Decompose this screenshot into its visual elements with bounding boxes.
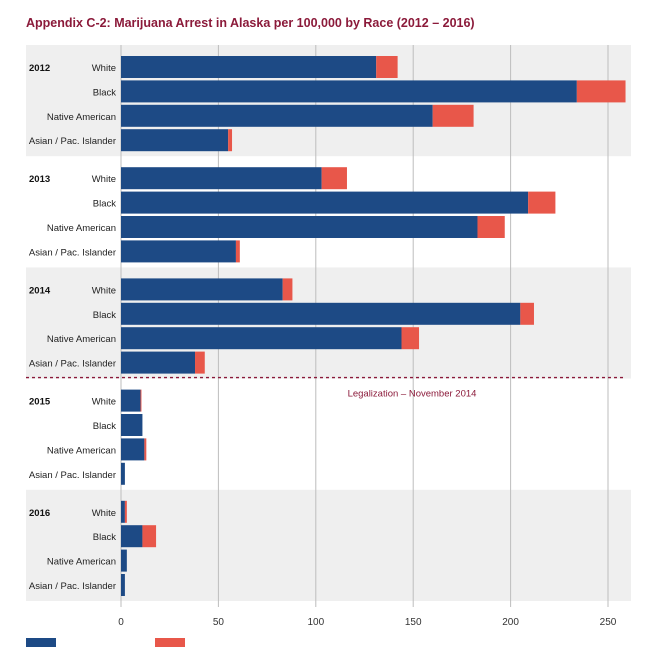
category-label: Native American (47, 223, 116, 234)
year-label-2016: 2016 (29, 508, 50, 519)
category-label: Asian / Pac. Islander (29, 581, 116, 592)
bar-other (282, 278, 293, 301)
bar-possession (121, 351, 196, 374)
legend-swatch-possession (26, 638, 56, 647)
bar-possession (121, 129, 229, 152)
category-label: Asian / Pac. Islander (29, 247, 116, 258)
category-label: White (92, 174, 116, 185)
category-label: Black (93, 532, 116, 543)
year-label-2012: 2012 (29, 63, 50, 74)
bar-possession (121, 525, 143, 548)
bar-other (144, 438, 147, 461)
category-label: Native American (47, 334, 116, 345)
year-label-2014: 2014 (29, 285, 51, 296)
category-label: Black (93, 310, 116, 321)
year-label-2013: 2013 (29, 174, 50, 185)
bar-possession (121, 389, 141, 412)
category-label: Native American (47, 557, 116, 568)
bar-other (228, 129, 233, 152)
bar-other (142, 525, 157, 548)
bar-possession (121, 216, 478, 238)
category-label: Black (93, 199, 116, 210)
category-label: Black (93, 421, 116, 432)
bar-possession (121, 278, 283, 301)
category-label: White (92, 285, 116, 296)
x-tick-label: 250 (600, 617, 617, 628)
year-band-2016 (26, 489, 631, 601)
category-label: White (92, 397, 116, 408)
bar-possession (121, 302, 521, 325)
bar-possession (121, 327, 402, 350)
bar-possession (121, 500, 125, 523)
legalization-annotation: Legalization – November 2014 (348, 389, 477, 400)
bar-possession (121, 80, 577, 103)
legend-swatch-other (155, 638, 185, 647)
bar-possession (121, 414, 143, 436)
x-tick-label: 0 (118, 617, 124, 628)
bar-possession (121, 167, 322, 190)
bar-other (528, 191, 556, 214)
x-tick-label: 50 (213, 617, 225, 628)
bar-possession (121, 56, 377, 78)
bar-other (520, 302, 534, 325)
bar-possession (121, 104, 433, 127)
category-label: Native American (47, 112, 116, 123)
bar-possession (121, 462, 125, 485)
bar-possession (121, 438, 145, 461)
bar-other (235, 240, 240, 263)
bar-other (321, 167, 347, 190)
category-label: Native American (47, 445, 116, 456)
category-label: White (92, 63, 116, 74)
bar-possession (121, 191, 529, 214)
category-label: Asian / Pac. Islander (29, 470, 116, 481)
bar-other (432, 104, 474, 127)
bar-other (124, 500, 127, 523)
x-tick-label: 100 (307, 617, 324, 628)
category-label: Asian / Pac. Islander (29, 136, 116, 147)
bar-other (477, 216, 505, 238)
x-tick-label: 200 (502, 617, 519, 628)
bar-other (195, 351, 205, 374)
bar-other (401, 327, 420, 350)
category-label: Black (93, 87, 116, 98)
x-tick-label: 150 (405, 617, 422, 628)
category-label: White (92, 508, 116, 519)
chart-title: Appendix C-2: Marijuana Arrest in Alaska… (26, 16, 475, 30)
bar-possession (121, 574, 125, 596)
bar-other (140, 389, 142, 412)
year-label-2015: 2015 (29, 397, 51, 408)
bar-possession (121, 240, 236, 263)
category-label: Asian / Pac. Islander (29, 359, 116, 370)
bar-other (376, 56, 398, 78)
bar-other (576, 80, 626, 103)
bar-possession (121, 549, 127, 572)
